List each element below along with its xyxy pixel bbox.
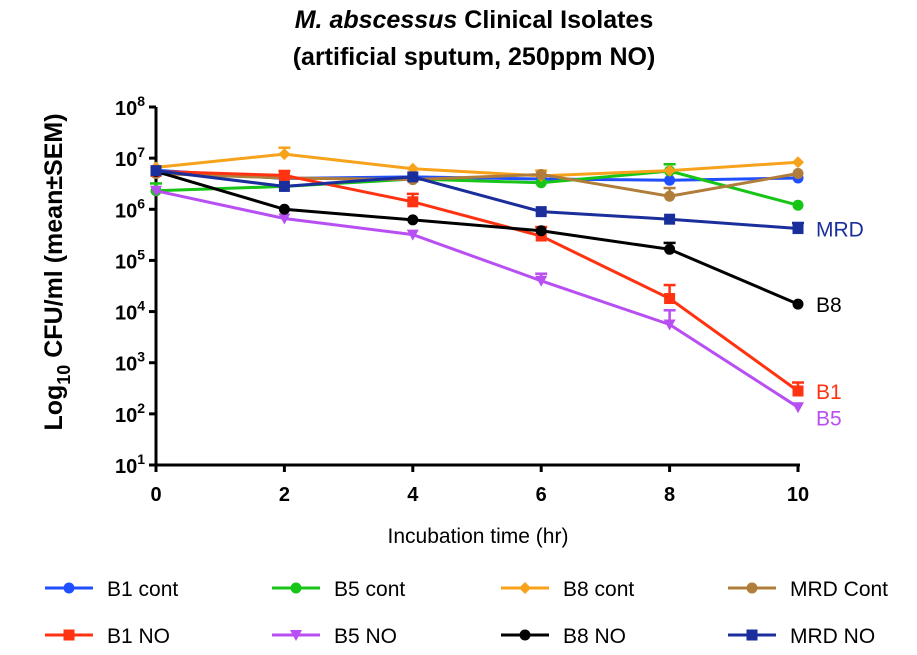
y-tick-label: 103 (115, 349, 145, 376)
data-point-b5-no (663, 319, 676, 331)
data-point-mrd-no (535, 206, 547, 218)
y-tick-label: 107 (115, 144, 145, 171)
chart-title-line1: M. abscessus Clinical Isolates (295, 6, 654, 34)
x-axis-label: Incubation time (hr) (388, 525, 569, 548)
legend-label: B5 NO (334, 625, 397, 648)
legend-label: B8 NO (563, 625, 626, 648)
legend-marker (63, 582, 75, 594)
data-point-mrd-no (150, 165, 162, 177)
legend: B1 cont B5 cont B8 cont MRD Cont B1 NO B5 NO B… (45, 578, 888, 648)
series-line-b5-no (155, 189, 799, 409)
legend-marker (290, 582, 302, 594)
data-point-mrd-cont (664, 190, 676, 202)
y-axis-label-prefix: Log (40, 385, 68, 431)
legend-item-b5-cont: B5 cont (272, 578, 405, 601)
x-tick-label: 10 (787, 484, 809, 506)
legend-label: B5 cont (334, 578, 405, 601)
series-b5-no (150, 185, 804, 414)
x-tick-label: 2 (279, 484, 290, 506)
y-tick-label: 108 (115, 93, 145, 120)
chart-title-line2: (artificial sputum, 250ppm NO) (293, 43, 656, 71)
legend-marker (746, 582, 758, 594)
data-point-b5-no (535, 275, 548, 287)
data-point-b8-no (278, 203, 290, 215)
end-label-mrd: MRD (816, 219, 864, 242)
series-mrd-no (150, 165, 804, 235)
data-point-b8-cont (663, 164, 676, 177)
x-tick-label: 0 (150, 484, 161, 506)
y-axis-label: Log10 CFU/ml (mean±SEM) (40, 113, 74, 430)
data-point-mrd-no (792, 223, 804, 235)
y-tick-label: 101 (115, 451, 145, 478)
x-tick-label: 8 (664, 484, 675, 506)
data-point-b5-no (406, 229, 419, 241)
legend-item-b1-no: B1 NO (45, 625, 170, 648)
legend-marker (519, 582, 531, 594)
data-point-b8-no (535, 225, 547, 237)
axis-ticks: 0 2 4 6 8 10 108 107 106 105 104 103 102 101 (115, 93, 809, 506)
data-point-mrd-no (664, 213, 676, 225)
legend-label: B1 cont (107, 578, 178, 601)
data-point-mrd-cont (535, 168, 547, 180)
data-point-mrd-no (278, 180, 290, 192)
series-b8-cont (150, 146, 804, 182)
y-tick-label: 106 (115, 195, 145, 222)
legend-item-b5-no: B5 NO (272, 625, 397, 648)
data-point-b5-no (150, 185, 162, 197)
series-b1-no (150, 165, 804, 397)
data-point-b5-cont (792, 199, 804, 211)
series-line-b1-no (155, 169, 799, 393)
data-point-b1-cont (664, 174, 676, 186)
data-point-b8-no (664, 243, 676, 255)
data-point-b8-no (407, 214, 419, 226)
data-point-b1-no (278, 169, 290, 181)
legend-item-b1-cont: B1 cont (45, 578, 178, 601)
series-line-mrd-cont (155, 172, 799, 198)
chart-title-rest: Clinical Isolates (457, 6, 653, 34)
y-tick-label: 102 (115, 400, 145, 427)
y-axis-label-sub: 10 (54, 365, 74, 385)
legend-marker (290, 630, 302, 641)
series-line-b8-no (155, 169, 799, 306)
x-tick-label: 6 (536, 484, 547, 506)
legend-marker (519, 629, 531, 641)
data-point-mrd-cont (792, 168, 804, 180)
series-line-b8-cont (155, 152, 799, 178)
y-axis-label-rest: CFU/ml (mean±SEM) (40, 113, 68, 364)
series-line-mrd-no (155, 169, 799, 231)
series-layer (150, 146, 804, 414)
legend-item-b8-cont: B8 cont (501, 578, 634, 601)
data-point-b1-no (407, 196, 419, 208)
y-tick-label: 104 (115, 298, 145, 325)
end-label-b8: B8 (816, 294, 842, 317)
data-point-b5-no (792, 402, 804, 414)
data-point-mrd-no (407, 171, 419, 183)
legend-item-b8-no: B8 NO (501, 625, 626, 648)
data-point-b8-cont (792, 156, 804, 169)
end-label-b5: B5 (816, 407, 842, 430)
data-point-b8-no (792, 298, 804, 310)
series-line-b5-cont (155, 169, 799, 207)
end-labels: MRD B8 B1 B5 (816, 219, 864, 431)
end-label-b1: B1 (816, 381, 842, 404)
x-tick-label: 4 (407, 484, 419, 506)
legend-marker (746, 629, 758, 641)
legend-label: MRD Cont (790, 578, 888, 601)
legend-label: B8 cont (563, 578, 634, 601)
data-point-b5-no (278, 213, 291, 225)
data-point-b5-cont (535, 177, 547, 189)
data-point-b1-no (664, 293, 676, 305)
legend-label: MRD NO (790, 625, 875, 648)
legend-item-mrd-no: MRD NO (728, 625, 875, 648)
data-point-b8-cont (278, 148, 291, 161)
data-point-b1-no (792, 385, 804, 397)
chart-title-italic: M. abscessus (295, 6, 458, 34)
legend-item-mrd-cont: MRD Cont (728, 578, 888, 601)
y-tick-label: 105 (115, 246, 145, 273)
legend-label: B1 NO (107, 625, 170, 648)
legend-marker (63, 629, 75, 641)
